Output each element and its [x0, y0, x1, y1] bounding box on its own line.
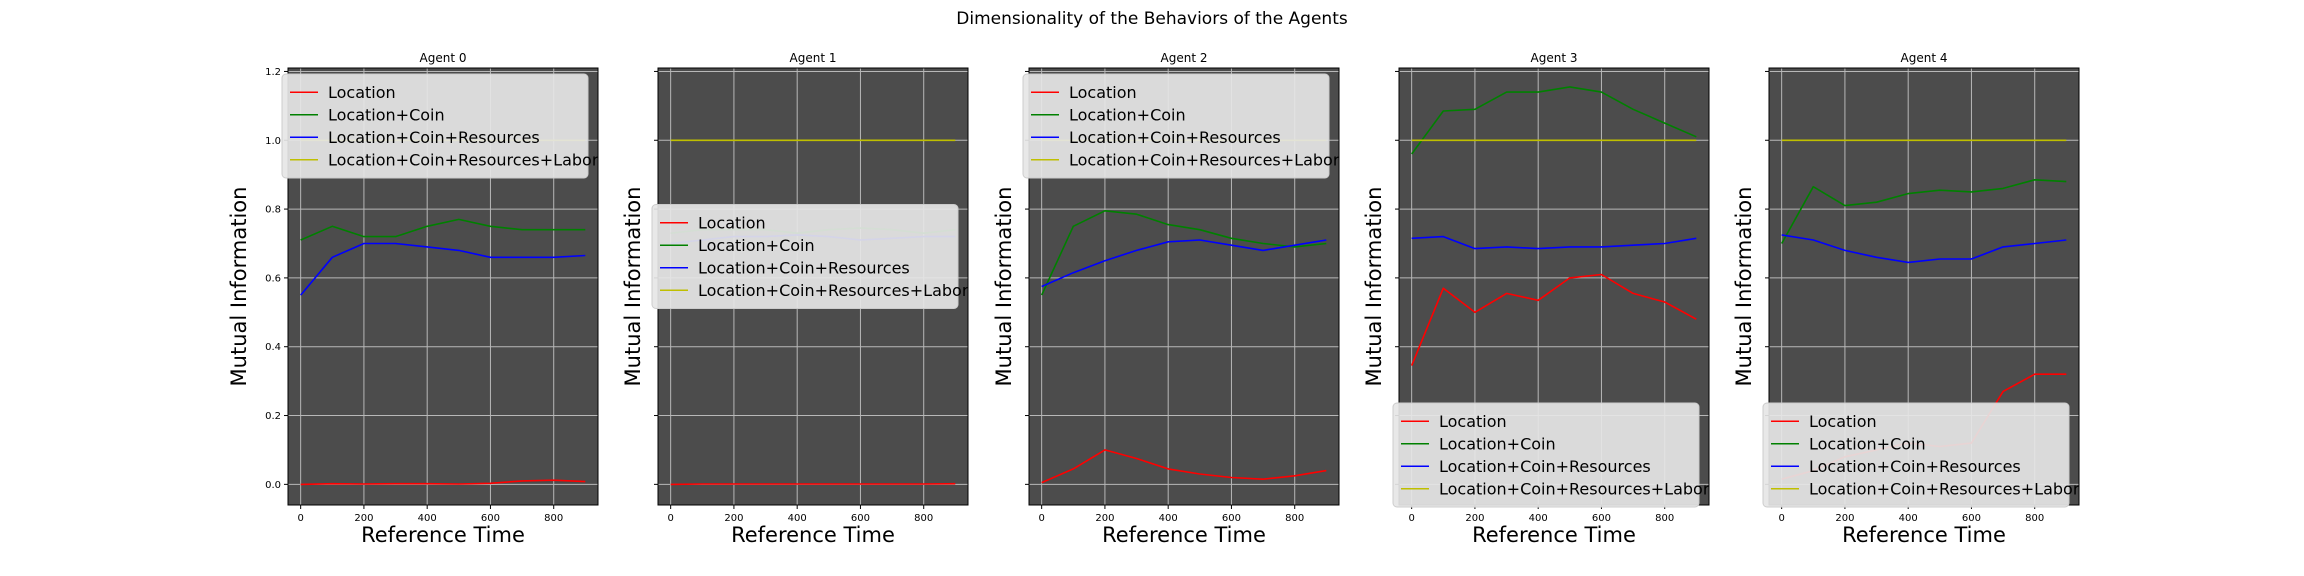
panel-agent-4: Agent 4 0 200 400 600 800 Reference Time Mutual… — [1732, 51, 2080, 547]
series-line-1 — [1411, 86, 1697, 155]
y-axis-label: Mutual Information — [992, 187, 1016, 387]
x-tick-label: 200 — [354, 513, 373, 524]
y-tick-label: 0.2 — [265, 411, 281, 422]
y-tick-label: 0.0 — [265, 480, 281, 491]
x-axis-label: Reference Time — [361, 523, 525, 547]
series-line-1 — [1781, 179, 2067, 244]
x-tick-label: 400 — [1899, 513, 1918, 524]
x-tick-label: 600 — [1592, 513, 1611, 524]
y-axis-label: Mutual Information — [1362, 187, 1386, 387]
legend: Location Location+Coin Location+Coin+Resou… — [1762, 402, 2080, 508]
series-line-2 — [1411, 235, 1697, 250]
legend-label: Location — [328, 83, 396, 102]
x-tick-label: 800 — [914, 513, 933, 524]
legend-label: Location+Coin — [1069, 105, 1186, 124]
legend-label: Location+Coin — [698, 236, 815, 255]
series-line-1 — [1040, 210, 1327, 296]
x-tick-label: 600 — [1962, 513, 1981, 524]
panel-agent-2: Agent 2 0 200 400 600 800 Reference Time Mutual… — [992, 51, 1340, 547]
x-tick-label: 0 — [1038, 513, 1044, 524]
y-tick-label: 0.4 — [265, 342, 281, 353]
series-line-2 — [300, 242, 586, 296]
series-line-1 — [300, 218, 586, 241]
x-tick-label: 800 — [544, 513, 563, 524]
x-tick-label: 800 — [1285, 513, 1304, 524]
panel-title: Agent 2 — [1161, 51, 1208, 65]
legend-label: Location+Coin+Resources — [1809, 457, 2021, 476]
legend-label: Location+Coin — [1809, 434, 1926, 453]
series-line-2 — [1041, 239, 1327, 288]
x-tick-label: 0 — [1408, 513, 1414, 524]
x-tick-label: 800 — [1655, 513, 1674, 524]
legend-label: Location+Coin — [1439, 434, 1556, 453]
series-line-2 — [1781, 234, 2067, 264]
legend-label: Location+Coin+Resources+Labor — [1809, 479, 2080, 498]
x-tick-label: 0 — [297, 513, 303, 524]
x-tick-label: 400 — [1529, 513, 1548, 524]
x-tick-label: 200 — [1465, 513, 1484, 524]
legend-box — [1022, 73, 1330, 179]
x-tick-label: 600 — [851, 513, 870, 524]
legend-label: Location+Coin+Resources — [328, 128, 540, 147]
x-tick-label: 400 — [418, 513, 437, 524]
legend-label: Location+Coin+Resources — [1069, 128, 1281, 147]
legend-label: Location — [1809, 412, 1877, 431]
x-tick-label: 0 — [667, 513, 673, 524]
legend-label: Location+Coin+Resources — [1439, 457, 1651, 476]
legend-label: Location+Coin+Resources+Labor — [698, 281, 969, 300]
legend-label: Location+Coin — [328, 105, 445, 124]
x-tick-label: 400 — [788, 513, 807, 524]
series-line-0 — [300, 479, 586, 486]
axes-frame — [1028, 67, 1340, 506]
legend-box — [651, 204, 959, 309]
legend: Location Location+Coin Location+Coin+Resou… — [281, 73, 599, 179]
x-tick-label: 200 — [1095, 513, 1114, 524]
panel-title: Agent 0 — [420, 51, 467, 65]
x-tick-label: 200 — [724, 513, 743, 524]
y-tick-label: 1.0 — [265, 136, 281, 147]
axes-frame — [287, 67, 599, 506]
panel-title: Agent 1 — [790, 51, 837, 65]
y-tick-label: 0.6 — [265, 273, 281, 284]
panels: Agent 0 0 200 400 600 800 0.0 0.2 0.4 0.6 0.8 1.0 1.… — [227, 51, 2080, 547]
legend-label: Location+Coin+Resources+Labor — [1439, 479, 1710, 498]
legend-label: Location+Coin+Resources+Labor — [1069, 150, 1340, 169]
legend: Location Location+Coin Location+Coin+Resou… — [1392, 402, 1710, 508]
panel-agent-1: Agent 1 0 200 400 600 800 Reference Time Mutual… — [621, 51, 969, 547]
panel-title: Agent 3 — [1531, 51, 1578, 65]
x-tick-label: 400 — [1159, 513, 1178, 524]
x-axis-label: Reference Time — [1102, 523, 1266, 547]
legend-label: Location+Coin+Resources — [698, 258, 910, 277]
series-line-0 — [1410, 273, 1697, 366]
x-tick-label: 0 — [1778, 513, 1784, 524]
legend-box — [1762, 402, 2070, 508]
figure-title: Dimensionality of the Behaviors of the A… — [956, 9, 1348, 29]
y-tick-label: 0.8 — [265, 205, 281, 216]
legend: Location Location+Coin Location+Coin+Resou… — [1022, 73, 1340, 179]
legend-label: Location — [1069, 83, 1137, 102]
legend: Location Location+Coin Location+Coin+Resou… — [651, 204, 969, 309]
series-line-0 — [670, 482, 956, 486]
y-axis-label: Mutual Information — [227, 187, 251, 387]
legend-label: Location — [698, 213, 766, 232]
series-line-0 — [1041, 449, 1327, 484]
y-axis-label: Mutual Information — [1732, 187, 1756, 387]
panel-agent-3: Agent 3 0 200 400 600 800 Reference Time Mutual… — [1362, 51, 1710, 547]
panel-agent-0: Agent 0 0 200 400 600 800 0.0 0.2 0.4 0.6 0.8 1.0 1.… — [227, 51, 599, 547]
legend-box — [1392, 402, 1700, 508]
x-tick-label: 600 — [1222, 513, 1241, 524]
legend-label: Location — [1439, 412, 1507, 431]
legend-label: Location+Coin+Resources+Labor — [328, 150, 599, 169]
y-tick-label: 1.2 — [265, 67, 281, 78]
legend-box — [281, 73, 589, 179]
x-tick-label: 600 — [481, 513, 500, 524]
panel-title: Agent 4 — [1901, 51, 1948, 65]
y-axis-label: Mutual Information — [621, 187, 645, 387]
x-tick-label: 200 — [1835, 513, 1854, 524]
x-axis-label: Reference Time — [1842, 523, 2006, 547]
x-axis-label: Reference Time — [1472, 523, 1636, 547]
x-tick-label: 800 — [2025, 513, 2044, 524]
x-axis-label: Reference Time — [731, 523, 895, 547]
